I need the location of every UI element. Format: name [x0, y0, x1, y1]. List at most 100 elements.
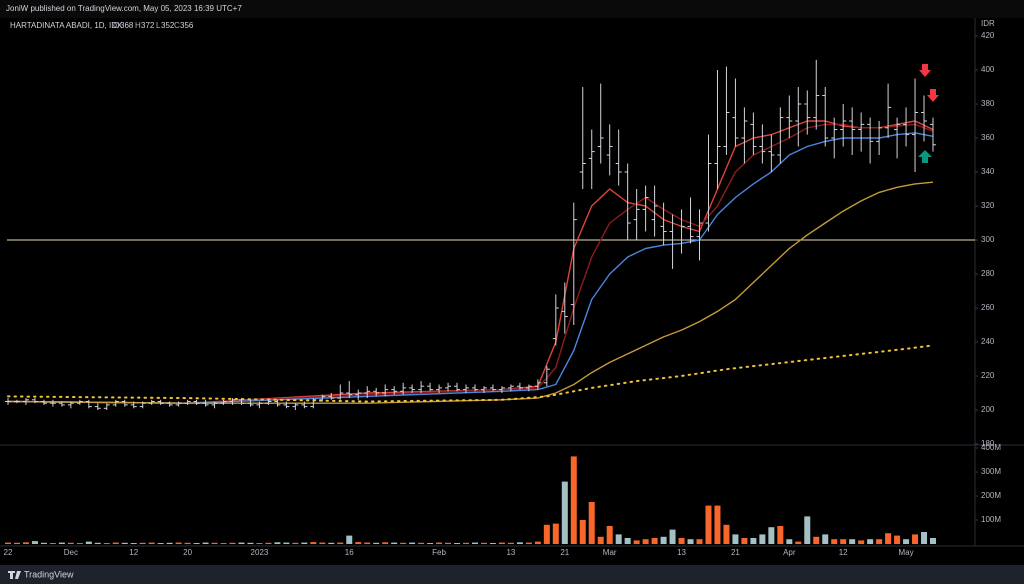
volume-bar [804, 516, 811, 544]
volume-bar [454, 543, 461, 544]
x-tick-label: 13 [506, 548, 515, 557]
volume-bar [669, 529, 676, 544]
volume-bar [292, 542, 299, 544]
volume-bar [525, 542, 532, 544]
volume-bar [777, 526, 784, 544]
volume-bar [516, 542, 523, 544]
y-tick-label: 420 [981, 31, 995, 40]
volume-bar [22, 542, 29, 544]
x-tick-label: 16 [345, 548, 354, 557]
volume-bar [786, 539, 793, 544]
up-arrow [918, 150, 932, 163]
volume-bar [687, 539, 694, 544]
volume-bar [40, 542, 47, 544]
volume-bar [921, 532, 928, 544]
volume-bar [660, 536, 667, 544]
currency-label: IDR [981, 19, 995, 28]
volume-bar [579, 520, 586, 544]
publish-note: JoniW published on TradingView.com, May … [6, 4, 242, 13]
x-tick-label: Dec [64, 548, 78, 557]
volume-bar [678, 538, 685, 544]
volume-bar [876, 539, 883, 544]
ohlc-label: O [113, 21, 119, 30]
volume-bar [238, 542, 245, 544]
volume-bar [157, 543, 164, 544]
volume-bar [543, 524, 550, 544]
volume-bar [912, 534, 919, 544]
volume-bar [166, 542, 173, 544]
volume-bar [13, 542, 20, 544]
volume-bar [759, 534, 766, 544]
x-tick-label: 2023 [251, 548, 269, 557]
brand-logo [8, 571, 21, 579]
volume-bar [642, 539, 649, 544]
volume-bar [480, 542, 487, 544]
volume-bar [175, 542, 182, 544]
down-arrow [927, 89, 939, 102]
volume-bar [418, 542, 425, 544]
volume-bar [849, 539, 856, 544]
y-tick-label: 220 [981, 371, 995, 380]
volume-bar [651, 538, 658, 544]
volume-bar [103, 543, 110, 544]
volume-bar [310, 542, 317, 544]
ohlc-label: L [156, 21, 161, 30]
volume-bar [274, 542, 281, 544]
volume-bar [283, 542, 290, 544]
moving-average [7, 181, 934, 404]
x-tick-label: 21 [731, 548, 740, 557]
volume-bar [597, 536, 604, 544]
footer-bar [0, 565, 1024, 584]
volume-bar [723, 524, 730, 544]
volume-bar [750, 538, 757, 544]
volume-bar [193, 543, 200, 544]
y-tick-label: 340 [981, 167, 995, 176]
symbol-title: HARTADINATA ABADI, 1D, IDX [10, 21, 123, 30]
volume-bar [552, 523, 559, 544]
ohlc-label: C [174, 21, 180, 30]
volume-bar [319, 542, 326, 544]
x-tick-label: 22 [4, 548, 13, 557]
volume-bar [885, 533, 892, 544]
volume-bar [795, 541, 802, 544]
volume-bar [507, 542, 514, 544]
volume-bar [121, 542, 128, 544]
y-tick-label: 200 [981, 405, 995, 414]
volume-bar [489, 543, 496, 544]
ohlc-value: 372 [141, 21, 155, 30]
volume-bar [867, 539, 874, 544]
volume-bar [400, 542, 407, 544]
x-tick-label: 21 [560, 548, 569, 557]
x-tick-label: Mar [603, 548, 617, 557]
brand-name: TradingView [24, 569, 74, 579]
volume-bar [714, 505, 721, 544]
volume-bar [31, 541, 38, 544]
volume-bar [705, 505, 712, 544]
volume-bar [409, 542, 416, 544]
x-tick-label: 13 [677, 548, 686, 557]
volume-bar [894, 535, 901, 544]
volume-bar [346, 535, 353, 544]
volume-bar [570, 456, 577, 544]
volume-bar [184, 542, 191, 544]
volume-bar [471, 542, 478, 544]
volume-bar [427, 543, 434, 544]
volume-bar [633, 540, 640, 544]
y-tick-label: 320 [981, 201, 995, 210]
volume-bar [202, 542, 209, 544]
ohlc-value: 368 [120, 21, 134, 30]
ohlc-label: H [135, 21, 141, 30]
volume-bar [337, 542, 344, 544]
volume-bar [373, 542, 380, 544]
down-arrow [919, 64, 931, 77]
volume-bar [220, 543, 227, 544]
volume-bar [85, 541, 92, 544]
volume-bar [382, 542, 389, 544]
volume-bar [534, 541, 541, 544]
y-tick-label: 380 [981, 99, 995, 108]
volume-bar [463, 542, 470, 544]
volume-tick-label: 100M [981, 515, 1001, 524]
volume-bar [768, 527, 775, 544]
volume-bar [741, 538, 748, 544]
